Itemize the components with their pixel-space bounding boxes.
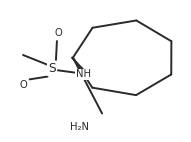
- Text: NH: NH: [76, 69, 91, 80]
- Text: O: O: [19, 80, 27, 90]
- Text: H₂N: H₂N: [70, 122, 89, 132]
- Text: S: S: [48, 62, 56, 75]
- Text: O: O: [55, 28, 63, 38]
